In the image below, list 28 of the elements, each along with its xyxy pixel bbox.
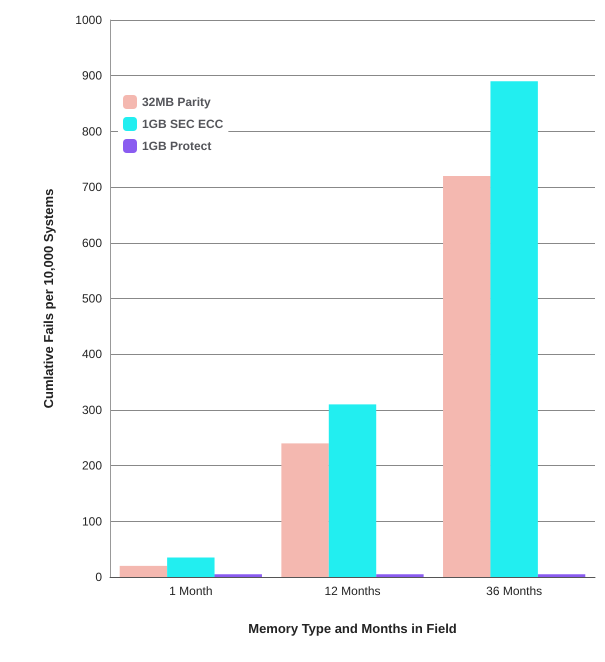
y-tick-label: 300 — [82, 402, 102, 417]
y-axis-title: Cumlative Fails per 10,000 Systems — [41, 188, 56, 408]
bar — [214, 574, 262, 577]
x-tick-label: 1 Month — [169, 584, 213, 598]
bar — [167, 558, 215, 577]
bar — [443, 176, 490, 577]
y-tick-label: 400 — [82, 347, 102, 362]
legend-label: 32MB Parity — [142, 95, 212, 109]
x-tick-label: 36 Months — [486, 584, 542, 598]
y-tick-label: 900 — [82, 68, 102, 83]
y-tick-label: 800 — [82, 124, 102, 138]
y-tick-label: 1000 — [75, 13, 102, 27]
y-tick-label: 200 — [82, 458, 102, 473]
bar — [376, 574, 424, 577]
bar — [120, 566, 168, 577]
y-tick-label: 600 — [82, 236, 102, 250]
bar — [490, 81, 538, 577]
y-tick-label: 100 — [82, 514, 102, 528]
x-axis-title: Memory Type and Months in Field — [248, 621, 457, 636]
bar — [281, 443, 329, 577]
x-tick-label: 12 Months — [324, 584, 381, 598]
y-tick-label: 0 — [95, 570, 102, 584]
y-tick-label: 500 — [82, 292, 102, 306]
bar — [328, 404, 376, 577]
legend-label: 1GB Protect — [142, 139, 212, 153]
legend-label: 1GB SEC ECC — [142, 117, 224, 131]
y-tick-label: 700 — [82, 180, 102, 194]
bar — [538, 574, 586, 577]
